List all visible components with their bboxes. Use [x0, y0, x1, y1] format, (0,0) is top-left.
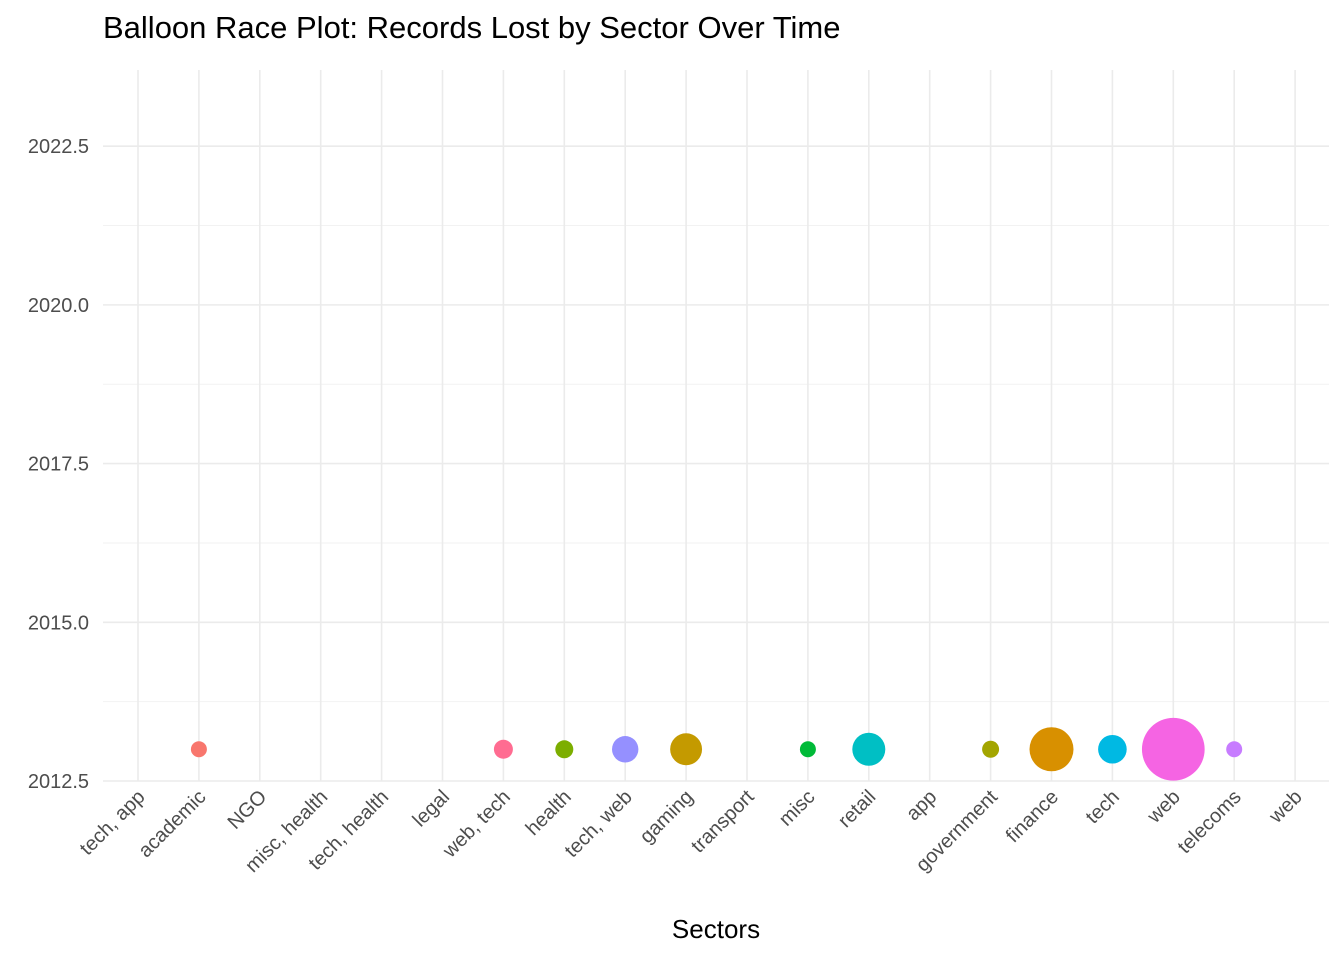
- balloon-point: [493, 739, 513, 759]
- x-axis-title: Sectors: [672, 914, 760, 944]
- balloon-point: [670, 733, 703, 766]
- balloon-point: [799, 741, 816, 758]
- balloon-point: [555, 740, 574, 759]
- x-tick-label: finance: [1002, 786, 1063, 847]
- x-tick-label: tech: [1082, 786, 1124, 828]
- y-tick-labels: 2012.5 2015.0 2017.5 2020.0 2022.5: [28, 136, 89, 793]
- x-tick-label: tech, web: [561, 786, 637, 862]
- balloon-point: [1226, 741, 1243, 758]
- y-tick-label: 2022.5: [28, 136, 89, 158]
- points-layer: [190, 717, 1243, 781]
- balloon-point: [852, 732, 886, 766]
- x-tick-label: telecoms: [1174, 786, 1246, 858]
- balloon-point: [1141, 717, 1205, 781]
- x-tick-label: web: [1264, 786, 1306, 828]
- chart-title: Balloon Race Plot: Records Lost by Secto…: [103, 10, 841, 45]
- balloon-point: [982, 740, 1000, 758]
- balloon-point: [1098, 734, 1127, 764]
- x-tick-label: gaming: [636, 786, 698, 848]
- x-tick-label: health: [522, 786, 576, 840]
- x-tick-label: app: [902, 786, 941, 825]
- y-tick-label: 2017.5: [28, 454, 89, 476]
- balloon-point: [612, 736, 639, 763]
- grid-layer: [103, 70, 1329, 782]
- y-tick-label: 2015.0: [28, 612, 89, 634]
- x-tick-label: legal: [409, 786, 454, 831]
- x-tick-label: academic: [134, 786, 210, 862]
- y-tick-label: 2020.0: [28, 295, 89, 317]
- x-tick-label: transport: [687, 786, 759, 858]
- x-tick-label: web: [1143, 786, 1185, 828]
- balloon-point: [190, 741, 207, 758]
- x-tick-label: NGO: [224, 786, 272, 834]
- balloon-point: [1029, 727, 1074, 772]
- x-tick-label: retail: [834, 786, 880, 832]
- y-tick-label: 2012.5: [28, 771, 89, 793]
- x-tick-label: misc: [775, 786, 820, 831]
